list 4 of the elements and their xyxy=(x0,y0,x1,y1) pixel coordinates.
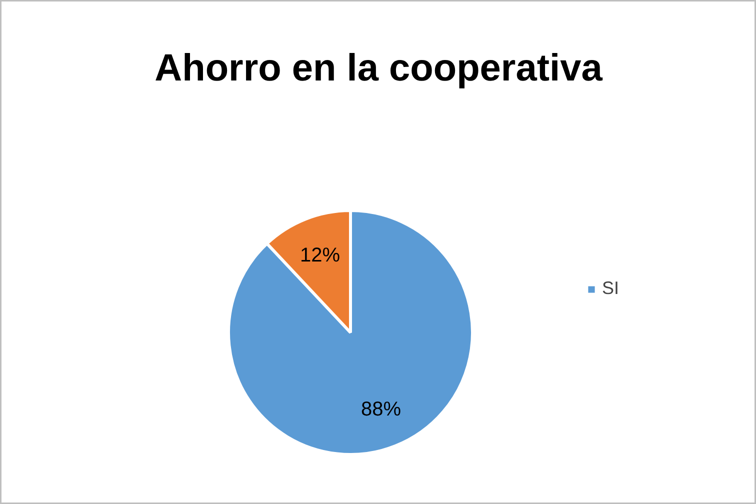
data-label: 12% xyxy=(300,244,340,266)
data-label: 88% xyxy=(361,398,402,421)
chart-title: Ahorro en la cooperativa xyxy=(154,48,604,90)
legend-label: SI xyxy=(602,278,620,299)
